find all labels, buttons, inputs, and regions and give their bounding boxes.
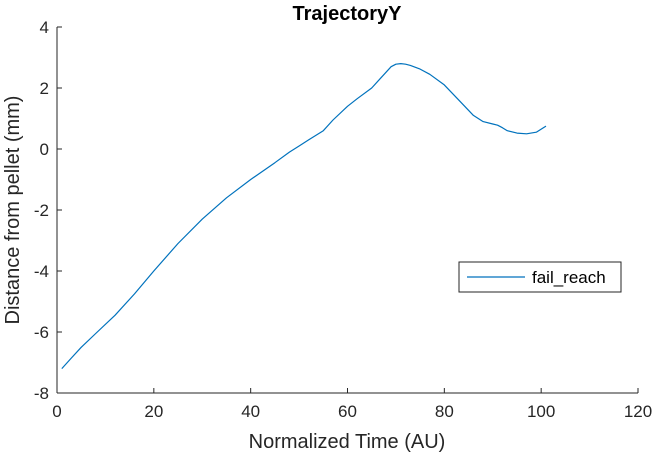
y-axis-label: Distance from pellet (mm) (2, 96, 24, 325)
x-axis-label: Normalized Time (AU) (249, 431, 446, 453)
y-tick-label: -6 (34, 323, 49, 342)
x-tick-label: 60 (338, 402, 357, 421)
x-tick-label: 20 (144, 402, 163, 421)
legend-label: fail_reach (532, 268, 606, 287)
plot-area (57, 27, 638, 393)
y-tick-label: 2 (40, 79, 49, 98)
y-tick-label: -2 (34, 201, 49, 220)
x-axis: 0 20 40 60 80 100 120 (52, 388, 652, 421)
series-line-fail_reach (61, 62, 547, 370)
x-tick-label: 80 (435, 402, 454, 421)
x-tick-label: 100 (527, 402, 555, 421)
legend: fail_reach (458, 261, 622, 293)
x-tick-label: 120 (624, 402, 652, 421)
series-group (61, 62, 547, 370)
x-tick-label: 40 (241, 402, 260, 421)
y-axis: -8 -6 -4 -2 0 2 4 (34, 18, 62, 403)
y-tick-label: 4 (40, 18, 49, 37)
chart-title: TrajectoryY (293, 3, 403, 25)
x-tick-label: 0 (52, 402, 61, 421)
y-tick-label: 0 (40, 140, 49, 159)
y-tick-label: -4 (34, 262, 49, 281)
y-tick-label: -8 (34, 384, 49, 403)
